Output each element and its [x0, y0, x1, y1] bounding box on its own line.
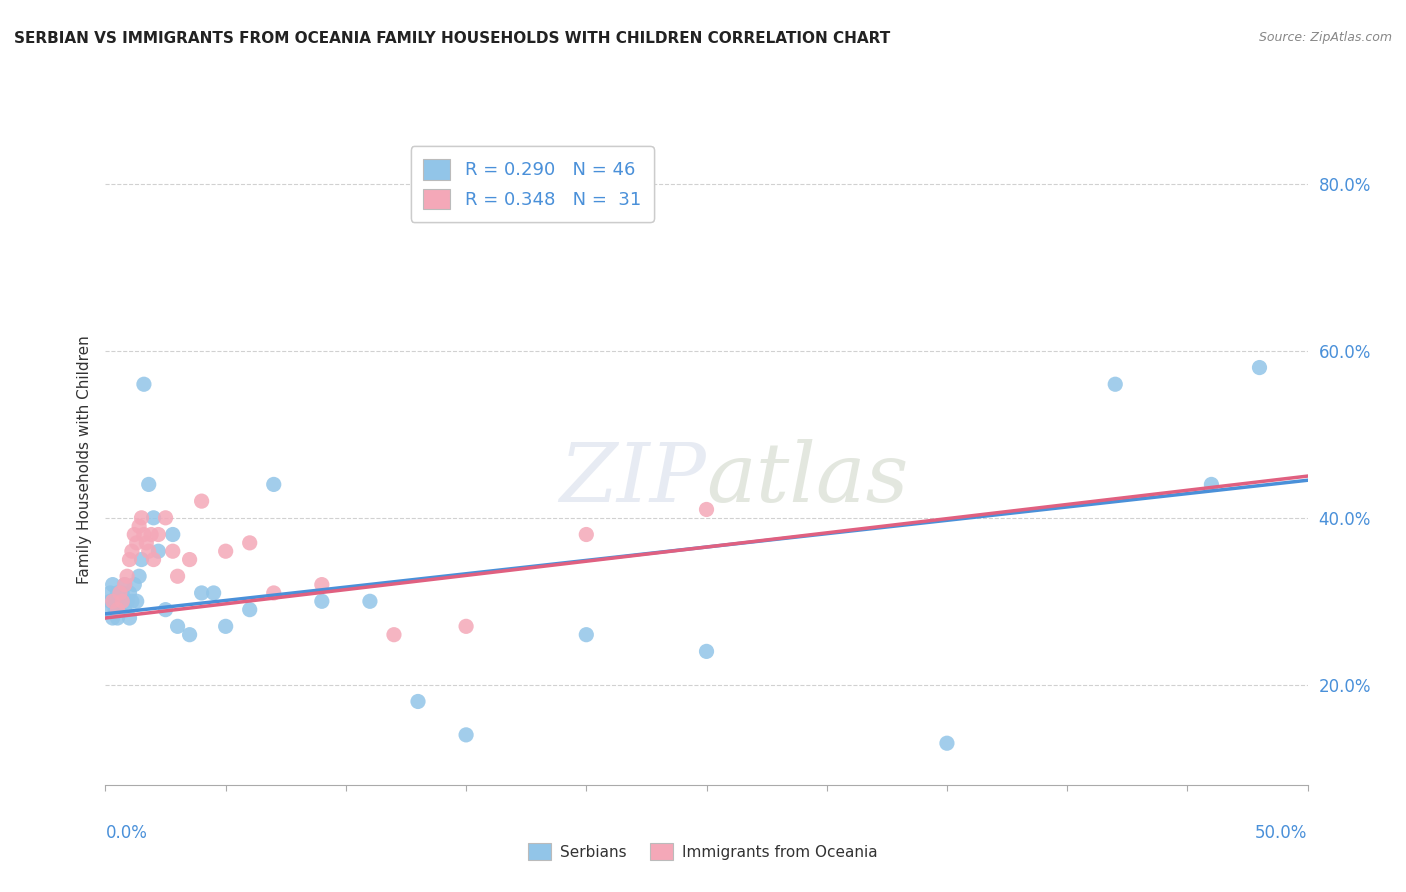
Point [115, 569, 138, 583]
Point [1201, 477, 1223, 491]
Point [132, 527, 155, 541]
Point [125, 536, 148, 550]
Point [263, 477, 285, 491]
Point [97, 602, 120, 616]
Point [148, 527, 170, 541]
Point [138, 477, 160, 491]
Text: atlas: atlas [707, 439, 908, 519]
Point [131, 511, 153, 525]
Point [575, 527, 598, 541]
Point [108, 602, 131, 616]
Point [138, 544, 160, 558]
Point [98, 594, 121, 608]
Point [108, 594, 131, 608]
Point [696, 644, 718, 658]
Point [125, 594, 148, 608]
Point [155, 602, 177, 616]
Point [114, 577, 136, 591]
Point [166, 569, 188, 583]
Point [148, 544, 170, 558]
Point [1249, 360, 1271, 375]
Point [98, 586, 121, 600]
Text: 0.0%: 0.0% [105, 824, 148, 842]
Text: 50.0%: 50.0% [1256, 824, 1308, 842]
Point [121, 544, 143, 558]
Point [311, 577, 333, 591]
Point [114, 577, 136, 591]
Point [239, 602, 262, 616]
Point [111, 594, 134, 608]
Point [263, 586, 285, 600]
Point [114, 602, 136, 616]
Point [124, 527, 146, 541]
Point [382, 628, 405, 642]
Point [696, 502, 718, 516]
Point [121, 594, 143, 608]
Point [101, 594, 124, 608]
Point [111, 586, 134, 600]
Point [162, 544, 184, 558]
Point [142, 552, 165, 566]
Point [115, 594, 138, 608]
Legend: Serbians, Immigrants from Oceania: Serbians, Immigrants from Oceania [522, 837, 884, 866]
Point [190, 586, 212, 600]
Point [101, 577, 124, 591]
Text: ZIP: ZIP [560, 439, 707, 519]
Y-axis label: Family Households with Children: Family Households with Children [76, 335, 91, 583]
Point [202, 586, 225, 600]
Point [454, 619, 477, 633]
Point [406, 694, 429, 708]
Point [131, 552, 153, 566]
Point [108, 586, 131, 600]
Point [214, 544, 236, 558]
Point [104, 594, 127, 608]
Point [135, 536, 157, 550]
Point [179, 628, 201, 642]
Point [107, 611, 129, 625]
Point [311, 594, 333, 608]
Point [139, 527, 162, 541]
Legend: R = 0.290   N = 46, R = 0.348   N =  31: R = 0.290 N = 46, R = 0.348 N = 31 [411, 146, 654, 222]
Point [454, 728, 477, 742]
Point [132, 377, 155, 392]
Point [575, 628, 598, 642]
Point [162, 527, 184, 541]
Point [118, 611, 141, 625]
Point [107, 586, 129, 600]
Point [155, 511, 177, 525]
Point [107, 602, 129, 616]
Point [179, 552, 201, 566]
Point [104, 602, 127, 616]
Point [166, 619, 188, 633]
Point [239, 536, 262, 550]
Point [1104, 377, 1126, 392]
Point [118, 586, 141, 600]
Point [936, 736, 959, 750]
Point [359, 594, 381, 608]
Point [128, 569, 150, 583]
Point [190, 494, 212, 508]
Point [118, 552, 141, 566]
Point [124, 577, 146, 591]
Point [111, 594, 134, 608]
Point [128, 519, 150, 533]
Text: Source: ZipAtlas.com: Source: ZipAtlas.com [1258, 31, 1392, 45]
Point [101, 611, 124, 625]
Text: SERBIAN VS IMMIGRANTS FROM OCEANIA FAMILY HOUSEHOLDS WITH CHILDREN CORRELATION C: SERBIAN VS IMMIGRANTS FROM OCEANIA FAMIL… [14, 31, 890, 46]
Point [142, 511, 165, 525]
Point [214, 619, 236, 633]
